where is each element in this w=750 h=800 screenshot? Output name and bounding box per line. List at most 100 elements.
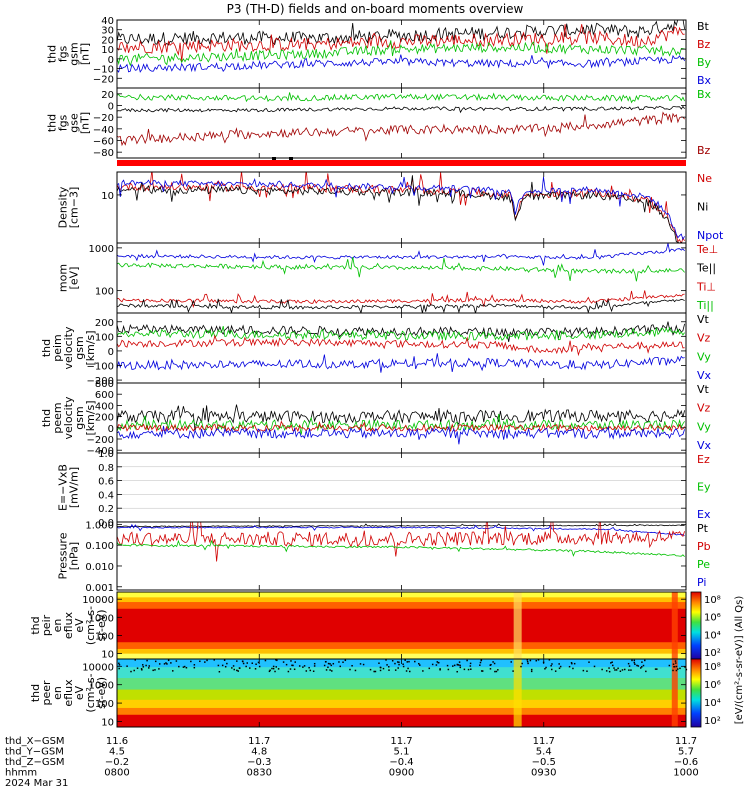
spectrogram-speckle [257, 661, 260, 664]
series-pressure-Pt [117, 523, 685, 529]
spectrogram-speckle [463, 668, 466, 671]
spectrogram-band [117, 597, 686, 603]
y-tick-label: 100 [95, 631, 114, 642]
spectrogram-speckle [285, 663, 288, 666]
spectrogram-band [117, 707, 686, 716]
spectrogram-speckle [190, 660, 192, 663]
panel-pressure: 1.000 0.100 0.010 0.001 Pressure[nPa] Pt Pb Pe P… [57, 520, 711, 593]
spectrogram-speckle [641, 666, 643, 668]
spectrogram-speckle [325, 669, 328, 671]
spectrogram-speckle [378, 662, 380, 664]
spectrogram-speckle [568, 665, 571, 668]
spectrogram-speckle [605, 670, 608, 672]
spectrogram-speckle [323, 664, 326, 667]
spectrogram-speckle [213, 659, 215, 661]
spectrogram-speckle [148, 667, 150, 669]
spectrogram-speckle [551, 663, 553, 665]
x-axis-row-label: hhmm [5, 768, 37, 779]
spectrogram-speckle [398, 663, 400, 666]
y-tick-label: 400 [95, 401, 114, 412]
spectrogram-speckle [467, 668, 470, 671]
legend-entry: Ti|| [696, 299, 714, 312]
y-axis-label: thdpeerenefluxeV(cm²-s-sr-eV) [29, 673, 108, 712]
series-density-Npot [117, 176, 685, 241]
legend-entry: Ey [697, 481, 711, 494]
series-peim_vel-Vt [117, 321, 685, 342]
spectrogram-speckle [369, 668, 372, 671]
spectrogram-speckle [332, 662, 335, 665]
spectrogram-speckle [414, 660, 416, 663]
spectrogram-speckle [339, 665, 341, 668]
spectrogram-speckle [510, 661, 512, 663]
spectrogram-speckle [558, 667, 561, 670]
spectrogram-speckle [570, 661, 573, 664]
spectrogram-speckle [550, 664, 552, 667]
spectrogram-speckle [226, 662, 228, 665]
spectrogram-speckle [382, 667, 385, 670]
spectrogram-speckle [327, 662, 330, 665]
colorbar [690, 591, 702, 660]
spectrogram-speckle [497, 669, 499, 671]
spectrogram-speckle [118, 664, 121, 666]
legend-entry: Ni [697, 201, 708, 214]
spectrogram-speckle [489, 668, 492, 670]
spectrogram-speckle [182, 666, 185, 668]
spectrogram-speckle [193, 666, 196, 669]
spectrogram-speckle [380, 666, 382, 669]
spectrogram-feature [671, 659, 678, 727]
spectrogram-speckle [673, 665, 675, 668]
spectrogram-speckle [494, 670, 496, 673]
y-tick-label: −60 [93, 137, 114, 148]
spectrogram-speckle [388, 669, 390, 671]
y-tick-label: 1000 [89, 681, 114, 692]
spectrogram-speckle [613, 667, 615, 669]
legend-entry: Bx [697, 88, 712, 101]
spectrogram-speckle [269, 669, 271, 672]
spectrogram-band [117, 667, 686, 679]
spectrogram-speckle [437, 662, 440, 664]
spectrogram-speckle [331, 670, 333, 672]
spectrogram-speckle [572, 667, 574, 670]
series-peim_vel-Vx [117, 353, 685, 373]
legend-entry: Vx [697, 439, 712, 452]
spectrogram-speckle [456, 664, 459, 666]
spectrogram-speckle [436, 661, 439, 663]
spectrogram-speckle [550, 668, 553, 671]
spectrogram-speckle [530, 670, 533, 673]
colorbar [690, 658, 702, 728]
series-fgs_gsm-Bx [117, 54, 685, 73]
spectrogram-speckle [457, 664, 460, 666]
spectrogram-speckle [582, 669, 585, 672]
spectrogram-speckle [446, 664, 449, 667]
spectrogram-speckle [654, 668, 657, 670]
x-tick-label: 0830 [247, 768, 272, 779]
spectrogram-speckle [611, 661, 613, 663]
spectrogram-speckle [158, 663, 161, 665]
spectrogram-speckle [479, 664, 481, 666]
spectrogram-speckle [586, 670, 588, 672]
y-tick-label: 0.6 [98, 477, 114, 488]
legend-entry: Vy [697, 350, 711, 363]
series-peem_vel-Vt [117, 404, 685, 432]
spectrogram-speckle [571, 662, 573, 665]
spectrogram-speckle [493, 662, 496, 665]
legend-entry: Vt [697, 383, 710, 396]
spectrogram-speckle [374, 670, 377, 673]
y-tick-label: 1.000 [85, 520, 114, 531]
spectrogram-speckle [231, 667, 233, 669]
spectrogram-speckle [290, 660, 292, 662]
y-tick-label: 10000 [82, 595, 114, 606]
spectrogram-speckle [398, 661, 400, 663]
spectrogram-speckle [630, 669, 632, 671]
spectrogram-feature [513, 592, 522, 659]
spectrogram-speckle [608, 670, 611, 673]
spectrogram-speckle [242, 662, 245, 665]
y-tick-label: 0 [108, 55, 114, 66]
y-tick-label: 0.8 [98, 463, 114, 474]
spectrogram-speckle [324, 661, 327, 663]
spectrogram-speckle [452, 665, 454, 667]
spectrogram-speckle [175, 660, 178, 662]
spectrogram-speckle [526, 660, 529, 663]
legend-entry: By [697, 56, 712, 69]
